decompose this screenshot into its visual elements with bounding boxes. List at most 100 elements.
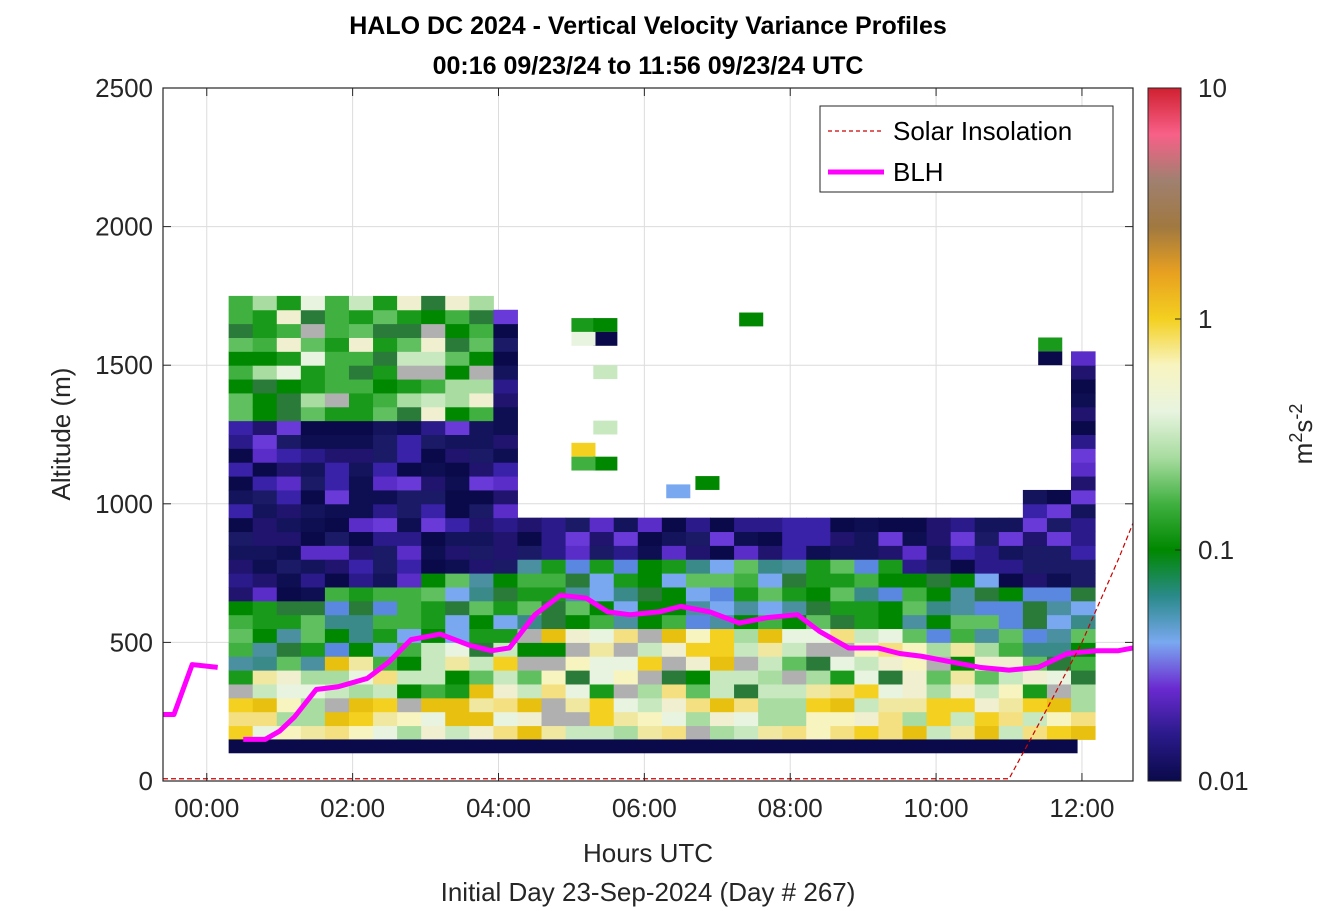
- heatmap-cell: [397, 545, 422, 560]
- x-axis-label: Hours UTC: [583, 838, 713, 868]
- heatmap-cell: [926, 642, 952, 657]
- heatmap-cell: [782, 517, 807, 533]
- heatmap-cell: [571, 442, 596, 457]
- heatmap-cell: [613, 697, 639, 713]
- heatmap-cell: [348, 600, 374, 616]
- colorbar-tick-label: 0.01: [1198, 766, 1249, 796]
- heatmap-cell: [276, 379, 302, 394]
- heatmap-cell: [373, 295, 398, 311]
- colorbar-label: m2s-2: [1286, 404, 1318, 465]
- heatmap-cell: [421, 711, 446, 727]
- heatmap-cell: [421, 351, 446, 366]
- heatmap-cell: [926, 725, 952, 740]
- heatmap-cell: [373, 642, 398, 657]
- heatmap-cell: [469, 462, 494, 477]
- heatmap-cell: [445, 379, 470, 394]
- heatmap-cell: [421, 476, 446, 491]
- heatmap-cell: [228, 323, 254, 338]
- heatmap-cell: [613, 656, 639, 671]
- heatmap-cell: [878, 683, 904, 699]
- heatmap-cell: [541, 683, 567, 699]
- heatmap-cell: [397, 683, 422, 699]
- heatmap-cell: [421, 462, 446, 477]
- heatmap-cell: [493, 434, 518, 449]
- heatmap-cell: [348, 711, 374, 727]
- heatmap-cell: [228, 656, 254, 671]
- heatmap-cell: [878, 531, 904, 546]
- heatmap-cell: [998, 600, 1024, 616]
- heatmap-cell: [493, 476, 518, 491]
- heatmap-cell: [734, 628, 759, 643]
- heatmap-cell: [252, 600, 278, 616]
- heatmap-cell: [902, 683, 928, 699]
- heatmap-cell: [998, 559, 1024, 574]
- heatmap-cell: [373, 365, 398, 380]
- heatmap-cell: [661, 670, 687, 685]
- heatmap-cell: [300, 545, 326, 560]
- heatmap-cell: [493, 670, 518, 685]
- heatmap-cell: [1046, 545, 1072, 560]
- heatmap-cell: [421, 517, 446, 533]
- colorbar-tick-label: 0.1: [1198, 535, 1234, 565]
- x-tick-label: 06:00: [612, 793, 677, 823]
- heatmap-cell: [709, 573, 735, 588]
- heatmap-cell: [252, 573, 278, 588]
- heatmap-cell: [734, 559, 759, 574]
- heatmap-cell: [1022, 531, 1048, 546]
- heatmap-cell: [1071, 448, 1096, 463]
- heatmap-cell: [228, 573, 254, 588]
- heatmap-cell: [373, 683, 398, 699]
- heatmap-cell: [593, 318, 618, 332]
- heatmap-cell: [445, 434, 470, 449]
- heatmap-cell: [541, 725, 567, 740]
- heatmap-cell: [324, 614, 350, 630]
- heatmap-cell: [276, 573, 302, 588]
- heatmap-cell: [517, 642, 543, 657]
- heatmap-cell: [739, 312, 764, 327]
- heatmap-cell: [324, 420, 350, 435]
- heatmap-cell: [734, 586, 759, 602]
- heatmap-cell: [445, 392, 470, 408]
- heatmap-cell: [589, 683, 615, 699]
- heatmap-cell: [252, 559, 278, 574]
- heatmap-cell: [998, 697, 1024, 713]
- heatmap-cell: [950, 559, 976, 574]
- legend-blh-label: BLH: [893, 157, 944, 187]
- heatmap-cell: [252, 642, 278, 657]
- heatmap-cell: [469, 448, 494, 463]
- heatmap-cell: [373, 697, 398, 713]
- heatmap-cell: [1071, 365, 1096, 380]
- heatmap-cell: [565, 559, 591, 574]
- heatmap-cell: [878, 628, 904, 643]
- heatmap-cell: [950, 614, 976, 630]
- heatmap-cell: [252, 489, 278, 505]
- heatmap-cell: [324, 725, 350, 740]
- heatmap-cell: [276, 586, 302, 602]
- chart-subtitle: 00:16 09/23/24 to 11:56 09/23/24 UTC: [433, 52, 864, 80]
- heatmap-cell: [469, 531, 494, 546]
- heatmap-cell: [252, 656, 278, 671]
- heatmap-cell: [252, 462, 278, 477]
- heatmap-cell: [300, 725, 326, 740]
- heatmap-cell: [300, 365, 326, 380]
- heatmap-cell: [373, 586, 398, 602]
- heatmap-cell: [252, 434, 278, 449]
- heatmap-cell: [324, 337, 350, 352]
- y-tick-label: 2500: [95, 73, 153, 103]
- heatmap-cell: [613, 642, 639, 657]
- heatmap-cell: [469, 573, 494, 588]
- heatmap-cell: [974, 628, 1000, 643]
- heatmap-cell: [974, 531, 1000, 546]
- heatmap-cell: [565, 725, 591, 740]
- heatmap-cell: [565, 573, 591, 588]
- heatmap-cell: [589, 711, 615, 727]
- heatmap-cell: [878, 670, 904, 685]
- heatmap-cell: [228, 600, 254, 616]
- heatmap-cell: [734, 600, 759, 616]
- heatmap-cell: [854, 545, 879, 560]
- heatmap-cell: [397, 434, 422, 449]
- heatmap-cell: [661, 586, 687, 602]
- heatmap-cell: [493, 586, 518, 602]
- heatmap-cell: [276, 448, 302, 463]
- y-tick-label: 1000: [95, 489, 153, 519]
